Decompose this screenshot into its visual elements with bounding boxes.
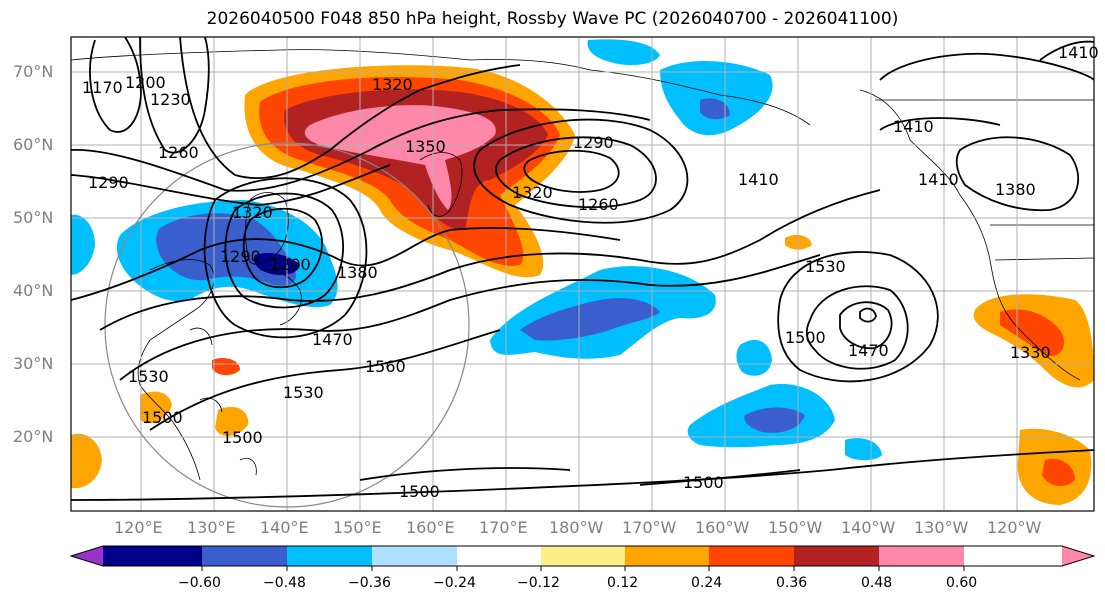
range-circle — [104, 142, 470, 508]
contour-label: 1500 — [222, 428, 263, 447]
colorbar-tick-label: −0.24 — [433, 575, 476, 591]
contour-label: 1290 — [88, 173, 129, 192]
contour-label: 1380 — [995, 180, 1036, 199]
contour-label: 1320 — [512, 183, 553, 202]
colorbar-tick-label: 0.48 — [861, 575, 893, 591]
lon-label: 160°W — [695, 518, 750, 537]
lon-label: 140°E — [260, 518, 309, 537]
map-frame — [70, 36, 1095, 512]
contour-label: 1320 — [372, 75, 413, 94]
contour-label: 1410 — [893, 117, 934, 136]
lat-label: 70°N — [13, 62, 54, 81]
colorbar-segment — [372, 546, 457, 566]
lat-label: 40°N — [13, 281, 54, 300]
contour-label: 1330 — [1010, 343, 1051, 362]
colorbar-segment — [457, 546, 541, 566]
contour-label: 1260 — [158, 143, 199, 162]
lon-label: 170°W — [622, 518, 677, 537]
contour-label: 1410 — [738, 170, 779, 189]
lat-label: 20°N — [13, 427, 54, 446]
contour-label: 1500 — [785, 328, 826, 347]
contour-label: 1260 — [578, 195, 619, 214]
contour-label: 1410 — [1058, 43, 1099, 62]
lon-label: 140°W — [841, 518, 896, 537]
contour-label: 1290 — [220, 247, 261, 266]
contour-label: 1470 — [312, 330, 353, 349]
contour-label: 1200 — [270, 255, 311, 274]
contour-label: 1500 — [683, 473, 724, 492]
colorbar-segment — [541, 546, 625, 566]
colorbar-segment — [879, 546, 964, 566]
contour-label: 1500 — [142, 408, 183, 427]
contour-labels: 1170 1200 1230 1260 1290 1320 1350 1290 … — [82, 43, 1099, 501]
lon-label: 130°W — [914, 518, 969, 537]
lat-label: 60°N — [13, 135, 54, 154]
contour-label: 1500 — [399, 482, 440, 501]
colorbar-tick-label: 0.12 — [607, 575, 639, 591]
colorbar-tick-label: −0.36 — [348, 575, 391, 591]
contour-label: 1470 — [848, 341, 889, 360]
lat-label: 30°N — [13, 354, 54, 373]
contour-label: 1290 — [573, 133, 614, 152]
height-contours — [71, 37, 1094, 501]
colorbar-segment — [709, 546, 794, 566]
contour-label: 1230 — [150, 90, 191, 109]
gridlines — [71, 37, 1094, 511]
colorbar-tick-label: 0.36 — [776, 575, 808, 591]
colorbar-extend-high — [1062, 546, 1094, 566]
contour-label: 1320 — [232, 203, 273, 222]
coastlines — [71, 49, 1094, 481]
colorbar-segment — [794, 546, 879, 566]
map-title: 2026040500 F048 850 hPa height, Rossby W… — [206, 9, 899, 29]
contour-label: 1200 — [125, 73, 166, 92]
colorbar-segment — [202, 546, 287, 566]
colorbar-tick-label: −0.48 — [263, 575, 306, 591]
colorbar-segment — [103, 546, 202, 566]
colorbar-segment — [287, 546, 372, 566]
contour-label: 1530 — [805, 257, 846, 276]
lon-label: 160°E — [406, 518, 455, 537]
contour-label: 1170 — [82, 78, 123, 97]
lon-label: 130°E — [187, 518, 236, 537]
contour-label: 1530 — [283, 383, 324, 402]
contour-label: 1380 — [337, 263, 378, 282]
colorbar-extend-low — [71, 546, 103, 566]
lon-label: 150°W — [768, 518, 823, 537]
colorbar-tick-label: −0.12 — [517, 575, 560, 591]
contour-label: 1530 — [128, 367, 169, 386]
shaded-anomalies — [71, 39, 1094, 505]
lat-label: 50°N — [13, 208, 54, 227]
lon-label: 120°W — [987, 518, 1042, 537]
colorbar-tick-label: 0.60 — [946, 575, 978, 591]
lon-label: 120°E — [114, 518, 163, 537]
lon-label: 180°W — [549, 518, 604, 537]
colorbar-tick-label: 0.24 — [691, 575, 723, 591]
contour-label: 1350 — [405, 137, 446, 156]
contour-label: 1560 — [365, 357, 406, 376]
lon-label: 170°E — [479, 518, 528, 537]
contour-label: 1410 — [918, 170, 959, 189]
colorbar-segment — [625, 546, 709, 566]
lon-label: 150°E — [333, 518, 382, 537]
colorbar-tick-label: −0.60 — [178, 575, 221, 591]
colorbar — [69, 545, 1096, 571]
